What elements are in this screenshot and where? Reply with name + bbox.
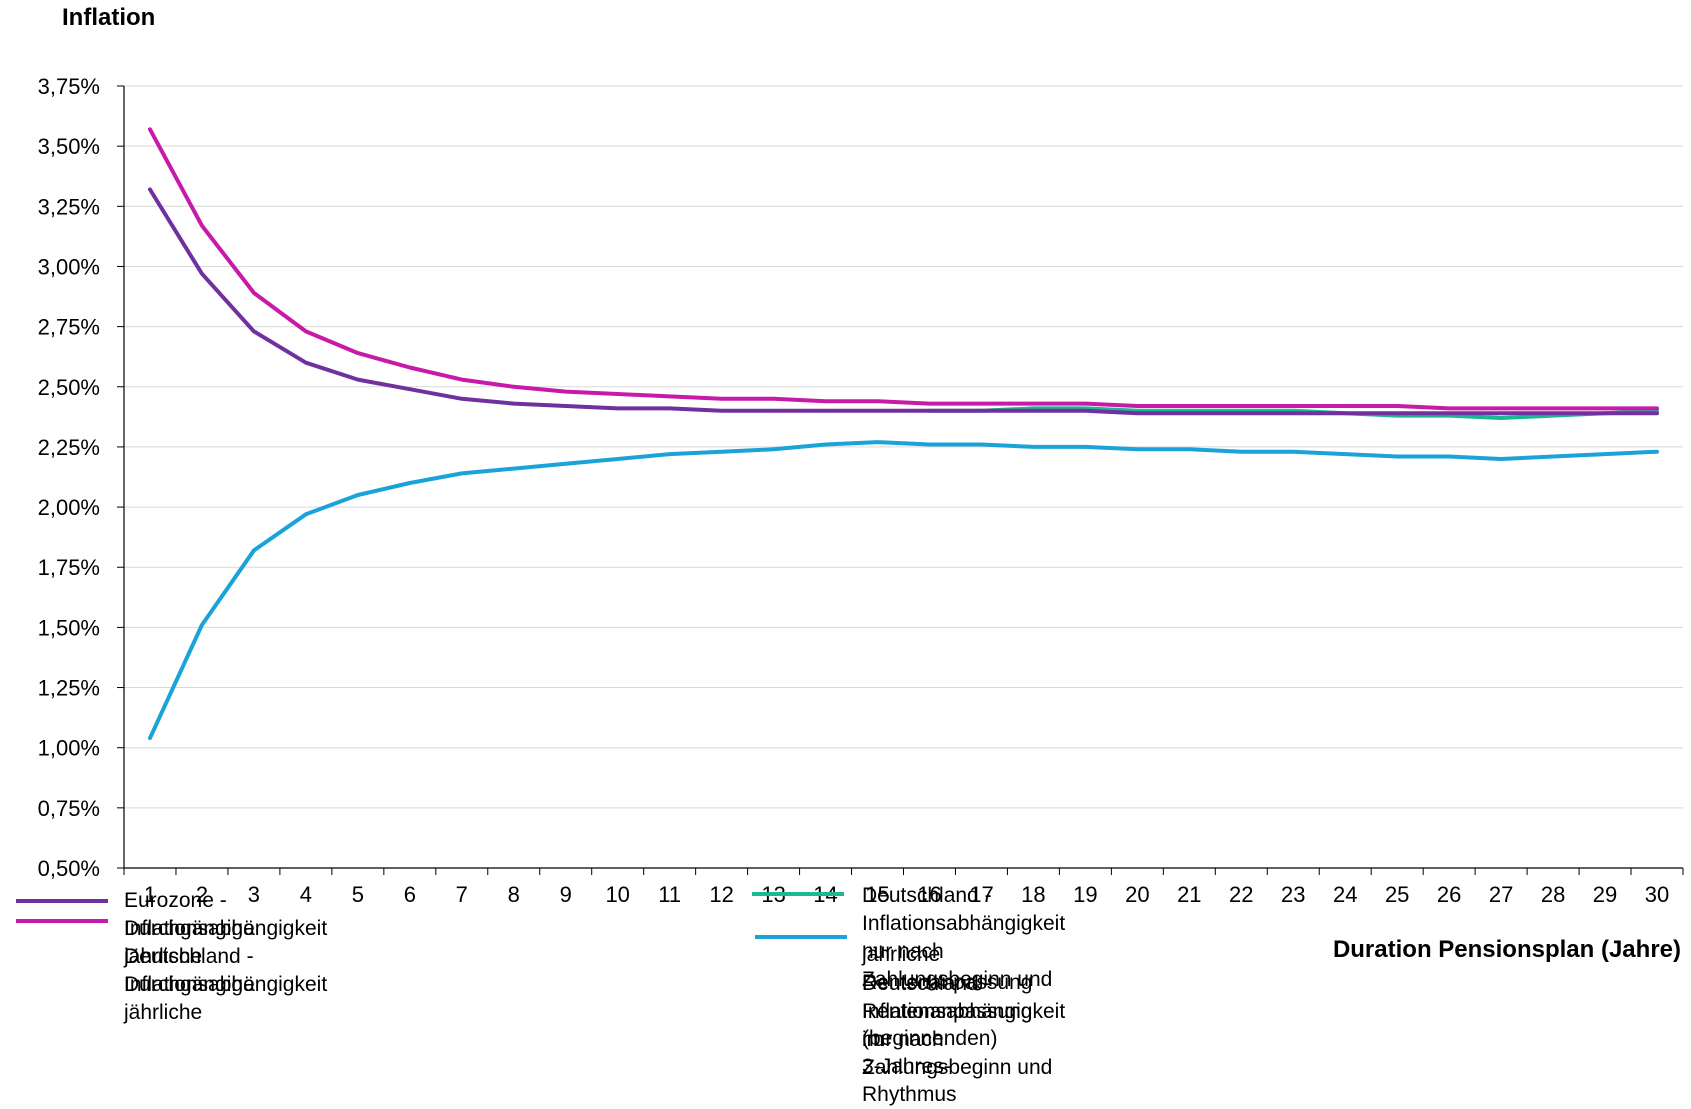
gridlines — [124, 85, 1683, 809]
y-tick-label: 1,75% — [38, 555, 100, 580]
x-tick-label: 28 — [1541, 882, 1565, 907]
x-tick-label: 29 — [1593, 882, 1617, 907]
x-tick-label: 4 — [300, 882, 312, 907]
axes — [117, 85, 1684, 875]
legend-label-deutschland-jaehrlich-2: jährliche Rentenanpassung — [862, 943, 1033, 994]
y-tick-label: 0,75% — [38, 796, 100, 821]
legend-label-eurozone-2: Inflationsabhängigkeit — [124, 917, 328, 940]
y-tick-label: 3,50% — [38, 134, 100, 159]
x-tick-label: 24 — [1333, 882, 1357, 907]
x-tick-label: 3 — [248, 882, 260, 907]
x-tick-label: 17 — [969, 882, 993, 907]
legend-label-deutschland-durchgaengig-1: Deutschland - Durchgängige jährliche — [124, 945, 255, 1024]
x-tick-label: 10 — [605, 882, 629, 907]
x-tick-label: 15 — [865, 882, 889, 907]
y-tick-label: 2,50% — [38, 375, 100, 400]
y-tick-label: 2,00% — [38, 495, 100, 520]
x-tick-label: 7 — [456, 882, 468, 907]
legend-label-deutschland-3-jahres-3: (beginnenden) 3-Jahres-Rhythmus — [862, 1027, 998, 1106]
y-tick-label: 3,00% — [38, 254, 100, 279]
y-tick-label: 2,25% — [38, 435, 100, 460]
x-tick-label: 18 — [1021, 882, 1045, 907]
series-lines — [148, 127, 1659, 741]
series-line-3 — [148, 440, 1659, 741]
y-tick-labels: 0,50% 0,75% 1,00% 1,25% 1,50% 1,75% 2,00% 2,25%… — [38, 74, 100, 881]
legend-label-deutschland-3-jahres-2: Rentenanpassung im — [862, 1000, 1033, 1051]
x-tick-label: 8 — [508, 882, 520, 907]
legend-swatch-deutschland-jaehrlich — [752, 892, 844, 896]
y-axis-title: Inflation — [62, 4, 156, 31]
x-tick-label: 23 — [1281, 882, 1305, 907]
x-tick-label: 2 — [196, 882, 208, 907]
x-tick-label: 20 — [1125, 882, 1149, 907]
x-tick-label: 12 — [709, 882, 733, 907]
legend-swatch-eurozone — [16, 899, 108, 903]
x-tick-label: 26 — [1437, 882, 1461, 907]
y-tick-label: 1,25% — [38, 676, 100, 701]
series-line-1 — [148, 127, 1659, 411]
legend-swatch-deutschland-durchgaengig — [16, 919, 108, 923]
x-tick-labels: 1234567891011121314151617181920212223242… — [144, 882, 1669, 907]
x-tick-label: 11 — [658, 882, 681, 907]
x-tick-label: 19 — [1073, 882, 1097, 907]
legend-swatch-deutschland-3-jahres — [755, 935, 847, 939]
x-tick-label: 1 — [144, 882, 156, 907]
y-tick-label: 0,50% — [38, 856, 100, 881]
x-tick-label: 6 — [404, 882, 416, 907]
x-tick-label: 9 — [560, 882, 572, 907]
legend-label-deutschland-durchgaengig-2: Inflationsabhängigkeit — [124, 973, 328, 996]
legend-label-eurozone-1: Eurozone - Durchgängige jährliche — [124, 889, 255, 968]
x-tick-label: 5 — [352, 882, 364, 907]
x-tick-label: 27 — [1489, 882, 1513, 907]
x-tick-label: 21 — [1177, 882, 1201, 907]
x-tick-label: 16 — [917, 882, 941, 907]
series-line-0 — [148, 187, 1659, 416]
x-tick-label: 22 — [1229, 882, 1253, 907]
y-tick-label: 1,00% — [38, 736, 100, 761]
series-line-2 — [927, 406, 1659, 420]
x-tick-label: 30 — [1645, 882, 1669, 907]
y-tick-label: 3,75% — [38, 74, 100, 99]
y-tick-label: 3,25% — [38, 194, 100, 219]
legend-label-deutschland-jaehrlich-1: Deutschland - Inflationsabhängigkeit nur… — [862, 884, 1066, 991]
y-tick-label: 1,50% — [38, 615, 100, 640]
y-tick-label: 2,75% — [38, 315, 100, 340]
x-tick-label: 25 — [1385, 882, 1409, 907]
x-axis-title: Duration Pensionsplan (Jahre) — [1332, 936, 1681, 963]
line-chart: 0,50% 0,75% 1,00% 1,25% 1,50% 1,75% 2,00% 2,25%… — [38, 74, 1684, 907]
